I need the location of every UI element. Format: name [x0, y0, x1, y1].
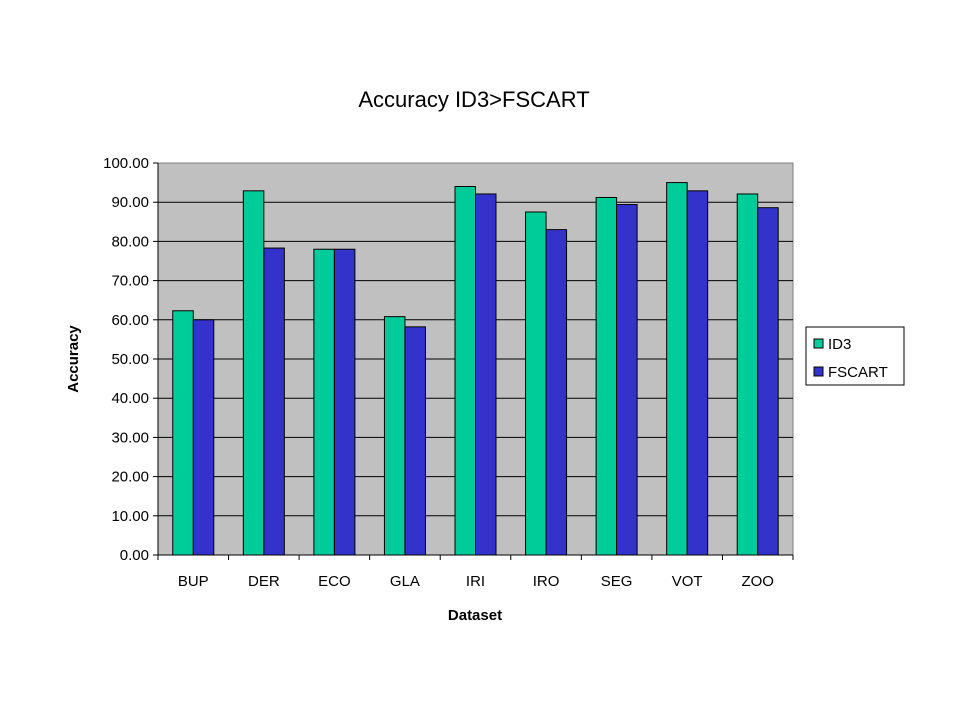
y-axis-label: Accuracy: [65, 325, 82, 393]
y-tick-label: 70.00: [111, 273, 149, 290]
bar-fscart-der: [263, 247, 285, 556]
y-tick-label: 0.00: [120, 547, 149, 564]
y-tick-label: 80.00: [111, 233, 149, 250]
bar-id3-zoo: [736, 193, 759, 556]
bar-id3-iro: [525, 211, 547, 556]
bar-id3-seg: [595, 196, 618, 556]
bar-fscart-iro: [545, 229, 568, 556]
y-tick-label: 20.00: [111, 469, 149, 486]
x-tick-label: IRI: [466, 573, 485, 590]
x-tick-label: IRO: [533, 573, 560, 590]
y-tick-label: 30.00: [111, 429, 149, 446]
x-axis-label: Dataset: [448, 607, 502, 624]
y-tick-label: 60.00: [111, 312, 149, 329]
x-tick-label: VOT: [672, 573, 703, 590]
x-tick-label: ZOO: [741, 573, 774, 590]
legend: ID3 FSCART: [805, 326, 905, 386]
x-tick-label: BUP: [178, 573, 209, 590]
bar-id3-iri: [454, 186, 476, 556]
bar-fscart-bup: [192, 319, 215, 556]
y-tick-label: 40.00: [111, 390, 149, 407]
x-tick-label: SEG: [601, 573, 633, 590]
y-tick-label: 90.00: [111, 194, 149, 211]
bar-fscart-vot: [686, 190, 709, 556]
bar-fscart-zoo: [757, 207, 779, 556]
y-tick-label: 10.00: [111, 508, 149, 525]
bar-fscart-gla: [404, 326, 426, 556]
y-axis-ticks: 0.00 10.00 20.00 30.00 40.00 50.00 60.00 70.00 8…: [103, 155, 158, 564]
y-tick-label: 50.00: [111, 351, 149, 368]
bars: [172, 182, 779, 556]
legend-label-id3: ID3: [828, 336, 851, 353]
legend-label-fscart: FSCART: [828, 364, 888, 381]
bar-id3-der: [242, 190, 265, 556]
y-tick-label: 100.00: [103, 155, 149, 172]
x-tick-label: ECO: [318, 573, 351, 590]
bar-fscart-seg: [616, 204, 638, 556]
x-axis-ticks: BUP DER ECO GLA IRI IRO SEG VOT ZOO: [157, 555, 794, 590]
bar-id3-eco: [313, 248, 335, 556]
legend-swatch-id3: [813, 338, 824, 349]
bar-id3-gla: [383, 316, 406, 556]
x-tick-label: GLA: [390, 573, 420, 590]
bar-id3-vot: [666, 182, 688, 556]
bar-fscart-eco: [333, 248, 356, 556]
legend-swatch-fscart: [813, 366, 824, 377]
bar-fscart-iri: [475, 193, 497, 556]
x-tick-label: DER: [248, 573, 280, 590]
chart-title: Accuracy ID3>FSCART: [358, 87, 589, 112]
bar-id3-bup: [172, 310, 194, 556]
